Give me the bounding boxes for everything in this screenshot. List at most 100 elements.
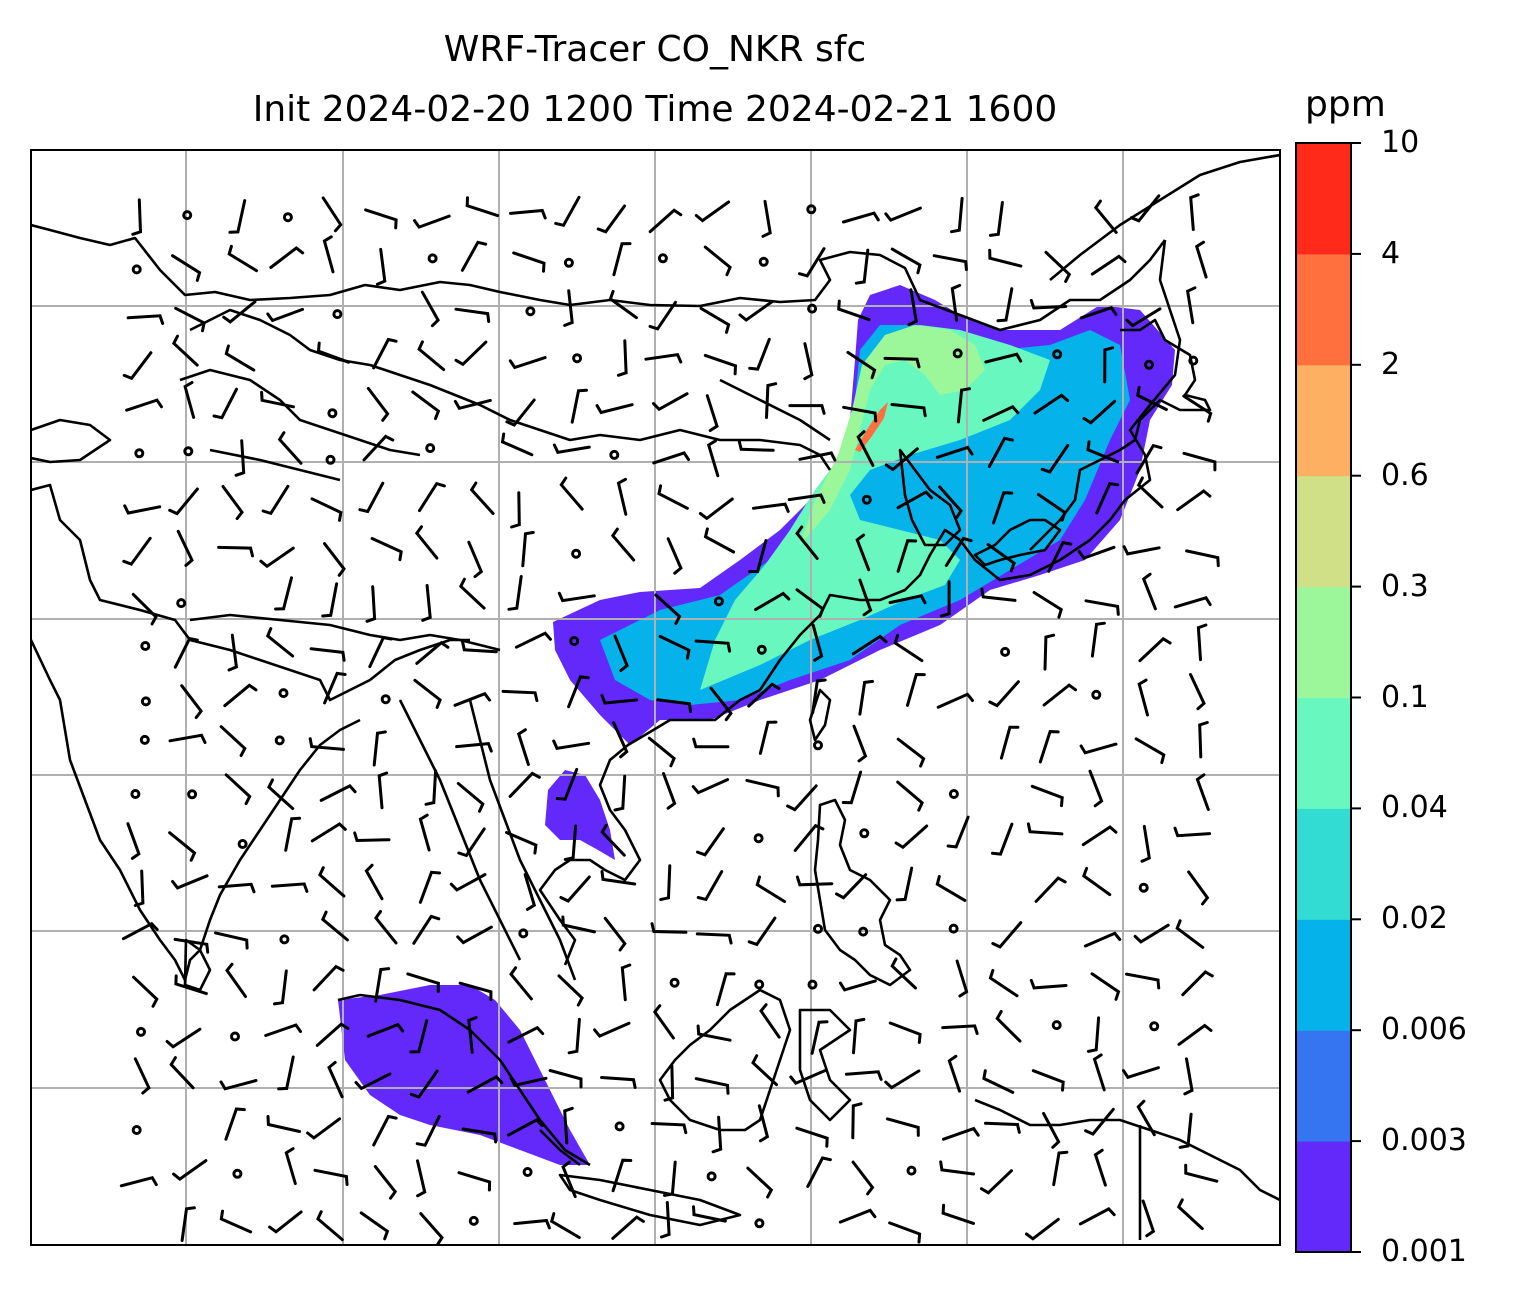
wind-barb <box>885 1117 920 1137</box>
wind-barb <box>274 576 293 611</box>
wind-barb <box>906 672 926 707</box>
calm-wind-circle <box>187 789 198 800</box>
wind-barb <box>273 969 288 1006</box>
wind-barb <box>327 1060 344 1099</box>
wind-barb <box>353 831 391 843</box>
wind-barb <box>652 392 689 412</box>
wind-barb <box>366 386 390 422</box>
wind-barb <box>413 214 451 229</box>
wind-barb <box>557 974 584 1007</box>
wind-barb <box>454 307 491 323</box>
wind-barb <box>999 725 1020 760</box>
wind-barb <box>896 737 926 768</box>
wind-barb <box>512 251 546 273</box>
wind-barb <box>169 1056 195 1090</box>
wind-barb <box>419 1212 444 1245</box>
wind-barb <box>225 962 247 998</box>
calm-wind-circle <box>1188 355 1199 366</box>
wind-barb <box>365 585 377 623</box>
calm-wind-circle <box>327 408 338 419</box>
calm-wind-circle <box>522 1167 533 1177</box>
wind-barb <box>765 382 778 419</box>
wind-barb <box>846 350 877 380</box>
wind-barb <box>810 1020 829 1055</box>
wind-barb <box>552 739 591 750</box>
wind-barb <box>521 530 535 568</box>
wind-barb <box>608 289 638 320</box>
wind-barb <box>798 247 826 278</box>
wind-barb <box>1086 1016 1101 1053</box>
wind-barb <box>1173 826 1212 838</box>
wind-barb <box>261 484 290 516</box>
calm-wind-circle <box>140 696 151 707</box>
wind-barb <box>616 477 628 516</box>
wind-barb <box>1043 633 1056 671</box>
calm-wind-circle <box>230 1031 240 1042</box>
calm-wind-circle <box>754 1218 765 1229</box>
wind-barb <box>570 388 588 424</box>
calm-wind-circle <box>669 977 680 988</box>
colorbar-unit-label: ppm <box>1305 84 1386 125</box>
wind-barb <box>457 1171 492 1192</box>
wind-barb <box>174 974 208 996</box>
wind-barb <box>1194 240 1208 279</box>
colorbar <box>1296 142 1361 1253</box>
wind-barb <box>695 932 733 945</box>
wind-barb <box>171 874 209 890</box>
wind-barb <box>715 972 736 1007</box>
wind-barb <box>600 694 639 705</box>
colorbar-tick-label: 0.1 <box>1381 679 1429 715</box>
wind-barb <box>1033 393 1070 415</box>
wind-barb <box>890 403 927 418</box>
calm-wind-circle <box>131 1125 142 1135</box>
wind-barb <box>1093 1148 1107 1187</box>
wind-barb <box>811 678 827 715</box>
wind-barb <box>374 967 391 1003</box>
wind-barb <box>1136 476 1164 509</box>
wind-barb <box>803 342 814 381</box>
wind-barb <box>650 922 688 934</box>
wind-barb <box>222 300 257 324</box>
wind-barb <box>125 398 163 412</box>
wind-barb <box>1189 193 1200 231</box>
wind-barb <box>709 686 733 722</box>
colorbar-tick-label: 0.001 <box>1381 1234 1467 1269</box>
wind-barb <box>358 481 385 514</box>
calm-wind-circle <box>807 979 818 990</box>
wind-barb <box>841 770 863 805</box>
plume-southeast-asia <box>545 770 615 860</box>
wind-barb <box>798 451 837 462</box>
calm-wind-circle <box>807 303 818 314</box>
wind-barb <box>888 594 927 605</box>
wind-barb <box>884 447 919 472</box>
wind-barb <box>939 1160 976 1176</box>
wind-barb <box>896 780 924 812</box>
wind-barb <box>1026 822 1064 836</box>
wind-barb <box>449 873 487 892</box>
wind-barb <box>888 1021 922 1044</box>
colorbar-segment <box>1296 475 1351 588</box>
wind-barb <box>893 633 924 663</box>
calm-wind-circle <box>136 1026 146 1037</box>
wind-barb <box>1042 1112 1061 1149</box>
colorbar-segment <box>1296 1030 1351 1142</box>
wind-barb <box>180 1206 196 1242</box>
wind-barb <box>176 529 194 567</box>
wind-barb <box>372 337 398 370</box>
wind-barb <box>980 587 1017 602</box>
colorbar-tick-label: 0.04 <box>1381 790 1448 826</box>
wind-barb <box>1029 298 1068 310</box>
wind-barb <box>1138 636 1172 663</box>
wind-barb <box>694 1077 730 1095</box>
wind-barb <box>855 533 871 572</box>
calm-wind-circle <box>1000 646 1011 657</box>
wind-barb <box>1185 549 1220 568</box>
wind-barb <box>896 539 918 573</box>
wind-barb <box>412 914 441 945</box>
wind-barb <box>409 1069 439 1099</box>
calm-wind-circle <box>131 264 142 275</box>
wind-barb <box>277 431 303 465</box>
wind-barb <box>362 434 395 462</box>
wind-barb <box>747 916 777 947</box>
wind-barb <box>795 525 819 560</box>
